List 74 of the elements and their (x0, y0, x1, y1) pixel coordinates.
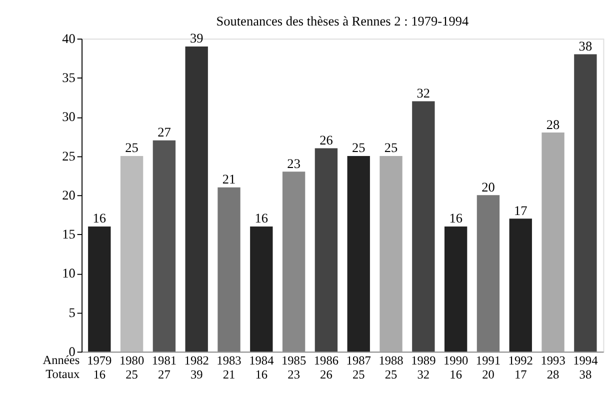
x-tick-label: 1992 (508, 353, 533, 368)
x-tick-label: 1990 (443, 353, 468, 368)
y-tick-label: 0 (68, 344, 76, 359)
annotation: 25 (352, 140, 366, 156)
data-label: 27 (158, 368, 170, 382)
y-tick-label: 40 (62, 30, 76, 46)
data-label: 20 (482, 368, 494, 382)
annotation: 16 (254, 210, 268, 226)
y-tick-label: 20 (62, 187, 76, 202)
x-tick-label: 1981 (152, 353, 177, 368)
bar (542, 132, 564, 352)
y-tick-label: 35 (62, 70, 76, 86)
x-tick-label: 1987 (346, 353, 371, 368)
y-tick-label: 25 (62, 148, 76, 164)
y-tick-label: 15 (62, 226, 76, 242)
y-tick-label: 10 (62, 266, 76, 281)
data-label: 21 (222, 368, 236, 382)
data-label: 17 (514, 368, 527, 382)
annotation: 16 (449, 210, 463, 226)
data-label: 26 (320, 368, 332, 382)
annotation: 27 (158, 124, 172, 140)
data-label: 25 (352, 368, 365, 382)
annotation: 21 (222, 172, 236, 187)
bar (88, 226, 111, 352)
x-tick-label: 1980 (119, 353, 144, 368)
x-tick-label: 1984 (249, 353, 274, 368)
y-tick-label: 30 (62, 109, 76, 124)
x-tick-label: 1982 (184, 353, 209, 368)
data-label: 25 (384, 368, 398, 382)
x-tick-label: 1979 (87, 353, 112, 368)
annotation: 25 (384, 140, 398, 156)
data-label: 32 (417, 368, 430, 382)
annotation: 32 (416, 85, 430, 100)
data-label: 16 (450, 368, 462, 382)
y-tick-label: 5 (68, 304, 76, 320)
x-tick-label: 1993 (540, 353, 566, 368)
data-label: 28 (546, 368, 560, 382)
data-label: 23 (288, 368, 300, 382)
x-tick-label: 1991 (476, 353, 501, 368)
bar (380, 156, 402, 352)
bar (509, 218, 532, 352)
annotation: 26 (320, 132, 334, 148)
bar (314, 148, 338, 352)
bar (152, 140, 176, 352)
bar (250, 226, 273, 352)
data-label: 16 (93, 368, 106, 382)
bar (476, 195, 500, 352)
data-label: 39 (190, 368, 203, 382)
data-label: 25 (126, 368, 138, 382)
annotation: 16 (92, 210, 106, 226)
text: Totaux (46, 367, 81, 382)
x-tick-label: 1983 (216, 353, 242, 368)
x-tick-label: 1994 (573, 353, 598, 368)
data-label: 38 (579, 368, 592, 382)
x-tick-label: 1988 (378, 353, 404, 368)
bar (120, 156, 144, 352)
annotation: 20 (482, 179, 496, 194)
annotation: 28 (546, 116, 560, 132)
bar (574, 54, 597, 352)
data-label: 16 (255, 368, 268, 382)
bar (218, 187, 240, 352)
annotation: 38 (578, 38, 592, 54)
annotation: 23 (287, 156, 301, 171)
bar (347, 156, 370, 352)
bar (412, 101, 435, 352)
annotation: 17 (514, 202, 528, 218)
chart-title: Soutenances des thèses à Rennes 2 : 1979-1994 (216, 13, 469, 28)
bar (444, 226, 468, 352)
annotation: 25 (125, 140, 139, 156)
bar (185, 46, 208, 352)
annotation: 39 (190, 30, 204, 46)
x-tick-label: 1985 (281, 353, 306, 368)
x-tick-label: 1986 (314, 353, 339, 368)
x-tick-label: 1989 (411, 353, 436, 368)
